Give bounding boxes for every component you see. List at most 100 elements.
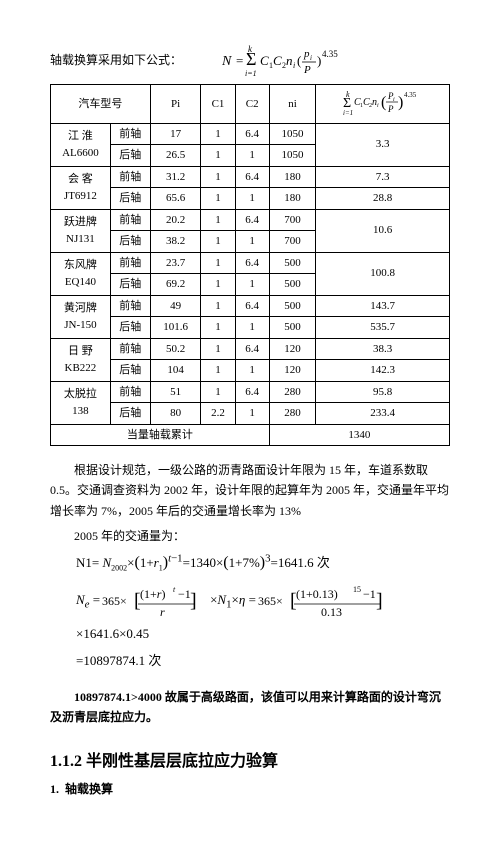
- cell: 1: [201, 209, 235, 231]
- col-pi: Pi: [150, 85, 201, 124]
- col-sum: k Σ i=1 C 1 C 2 n i ( P i P ) 4.35: [316, 85, 450, 124]
- axle-label: 前轴: [110, 209, 150, 231]
- cell: 1: [235, 317, 269, 339]
- cell-sum: 535.7: [316, 317, 450, 339]
- cell: 6.4: [235, 166, 269, 188]
- svg-text:15: 15: [353, 585, 361, 594]
- axle-label: 后轴: [110, 145, 150, 167]
- cell: 6.4: [235, 209, 269, 231]
- cell: 1: [201, 295, 235, 317]
- cell: 1: [235, 188, 269, 210]
- cell-sum: 10.6: [316, 209, 450, 252]
- cell: 1: [201, 252, 235, 274]
- cell: 38.2: [150, 231, 201, 253]
- axle-label: 前轴: [110, 381, 150, 403]
- cell: 500: [269, 295, 316, 317]
- cell: 23.7: [150, 252, 201, 274]
- col-ni: ni: [269, 85, 316, 124]
- total-value: 1340: [269, 424, 449, 446]
- svg-text:i: i: [310, 54, 312, 62]
- cell-sum: 143.7: [316, 295, 450, 317]
- cell: 50.2: [150, 338, 201, 360]
- cell: 1050: [269, 123, 316, 145]
- cell: 6.4: [235, 252, 269, 274]
- svg-text:i: i: [377, 103, 379, 109]
- vehicle-name: 江 淮 AL6600: [51, 123, 111, 166]
- cell: 80: [150, 403, 201, 425]
- paragraph-2: 10897874.1>4000 故属于高级路面，该值可以用来计算路面的设计弯沉及…: [50, 687, 450, 728]
- cell: 1: [201, 274, 235, 296]
- axle-label: 后轴: [110, 360, 150, 382]
- formula-header: 轴载换算采用如下公式： N = k Σ i=1 C 1 C 2 n i ( p …: [50, 40, 450, 80]
- cell: 6.4: [235, 381, 269, 403]
- cell: 1: [201, 188, 235, 210]
- item-text: 轴载换算: [65, 782, 113, 796]
- axle-label: 前轴: [110, 295, 150, 317]
- cell-sum: 142.3: [316, 360, 450, 382]
- col-c1: C1: [201, 85, 235, 124]
- svg-text:]: ]: [190, 590, 197, 612]
- cell: 500: [269, 252, 316, 274]
- cell: 1: [235, 403, 269, 425]
- cell: 280: [269, 381, 316, 403]
- cell-sum: 95.8: [316, 381, 450, 403]
- cell: 1: [235, 145, 269, 167]
- cell: 120: [269, 338, 316, 360]
- svg-text:365×: 365×: [102, 594, 127, 608]
- axle-label: 前轴: [110, 166, 150, 188]
- paragraph-1: 根据设计规范，一级公路的沥青路面设计年限为 15 年，车道系数取 0.5。交通调…: [50, 460, 450, 521]
- svg-text:C: C: [260, 53, 269, 68]
- vehicle-name: 东风牌 EQ140: [51, 252, 111, 295]
- cell: 1: [201, 123, 235, 145]
- n1-result: =1641.6 次: [271, 555, 330, 570]
- axle-label: 后轴: [110, 274, 150, 296]
- cell: 2.2: [201, 403, 235, 425]
- cell: 1: [201, 166, 235, 188]
- cell: 180: [269, 188, 316, 210]
- axle-label: 后轴: [110, 188, 150, 210]
- cell: 1: [235, 360, 269, 382]
- cell: 1: [201, 338, 235, 360]
- sub-item-1: 1. 轴载换算: [50, 780, 450, 798]
- cell: 500: [269, 274, 316, 296]
- cell: 26.5: [150, 145, 201, 167]
- cell: 1: [235, 274, 269, 296]
- svg-text:N: N: [222, 54, 232, 69]
- svg-text:4.35: 4.35: [322, 49, 338, 59]
- table-header-row: 汽车型号 Pi C1 C2 ni k Σ i=1 C 1 C 2 n i ( P…: [51, 85, 450, 124]
- formula-label: 轴载换算采用如下公式：: [50, 51, 182, 69]
- svg-text:): ): [317, 53, 321, 68]
- axle-label: 前轴: [110, 252, 150, 274]
- cell: 500: [269, 317, 316, 339]
- svg-text:i: i: [293, 61, 295, 70]
- top-formula: N = k Σ i=1 C 1 C 2 n i ( p i P ) 4.35: [222, 40, 372, 80]
- svg-text:−1: −1: [178, 587, 191, 601]
- vehicle-name: 日 野 KB222: [51, 338, 111, 381]
- svg-text:i=1: i=1: [343, 109, 353, 115]
- cell: 1: [201, 317, 235, 339]
- cell: 51: [150, 381, 201, 403]
- cell-sum: 38.3: [316, 338, 450, 360]
- svg-text:=: =: [236, 53, 243, 68]
- svg-text:n: n: [286, 53, 293, 68]
- svg-text:0.13: 0.13: [321, 605, 342, 619]
- cell: 6.4: [235, 338, 269, 360]
- cell: 1: [201, 145, 235, 167]
- col-c2: C2: [235, 85, 269, 124]
- svg-text:t: t: [173, 585, 176, 594]
- svg-text:C: C: [273, 53, 282, 68]
- svg-text:(: (: [381, 94, 386, 111]
- svg-text:365×: 365×: [258, 594, 283, 608]
- cell: 69.2: [150, 274, 201, 296]
- cell: 6.4: [235, 295, 269, 317]
- cell: 49: [150, 295, 201, 317]
- cell: 1: [201, 381, 235, 403]
- svg-text:(1+0.13): (1+0.13): [296, 587, 338, 601]
- svg-text:P: P: [387, 104, 394, 114]
- svg-text:r: r: [160, 605, 165, 619]
- cell: 700: [269, 209, 316, 231]
- cell: 1: [201, 231, 235, 253]
- axle-label: 后轴: [110, 231, 150, 253]
- section-title-1-1-2: 1.1.2 半刚性基层层底拉应力验算: [50, 750, 450, 774]
- svg-text:Σ: Σ: [246, 49, 256, 69]
